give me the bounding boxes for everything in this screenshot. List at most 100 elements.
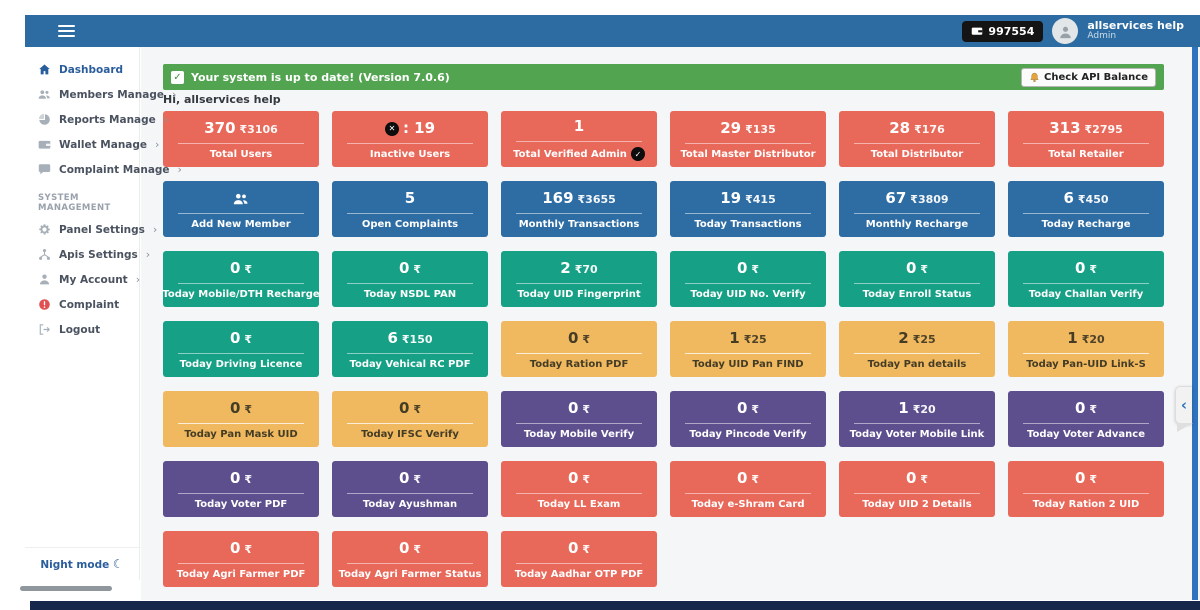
sidebar-item-dashboard[interactable]: Dashboard <box>25 57 139 82</box>
card-divider <box>515 492 643 494</box>
stat-card-label: Today UID 2 Details <box>862 498 972 510</box>
stat-card-today-mobile-verify[interactable]: 0 ₹ Today Mobile Verify <box>501 391 657 447</box>
stat-card-label: Total Distributor <box>870 148 964 160</box>
stat-card-today-recharge[interactable]: 6 ₹450 Today Recharge <box>1008 181 1164 237</box>
stat-card-today-uid-no-verify[interactable]: 0 ₹ Today UID No. Verify <box>670 251 826 307</box>
stat-card-value: 1 ₹25 <box>729 328 767 347</box>
stat-card-value: 1 ₹20 <box>1067 328 1105 347</box>
stat-card-label: Today Mobile Verify <box>523 428 635 440</box>
card-divider <box>177 142 305 144</box>
stat-card-value: ✕: 19 <box>384 119 435 139</box>
sidebar-item-wallet-manage[interactable]: Wallet Manage › <box>25 132 159 157</box>
sidebar-item-label: Panel Settings <box>59 223 145 236</box>
stat-card-today-voter-pdf[interactable]: 0 ₹ Today Voter PDF <box>163 461 319 517</box>
sidebar-item-reports-manage[interactable]: Reports Manage › <box>25 107 168 132</box>
stat-card-label: Today UID Pan FIND <box>692 358 804 370</box>
menu-toggle-button[interactable] <box>58 25 75 37</box>
stat-card-value: 0 ₹ <box>567 328 591 347</box>
stat-card-today-ration-2-uid[interactable]: 0 ₹ Today Ration 2 UID <box>1008 461 1164 517</box>
stat-card-today-e-shram-card[interactable]: 0 ₹ Today e-Shram Card <box>670 461 826 517</box>
stat-card-today-agri-farmer-status[interactable]: 0 ₹ Today Agri Farmer Status <box>332 531 488 587</box>
sidebar-item-complaint[interactable]: Complaint <box>25 292 139 317</box>
stat-card-label: Today NSDL PAN <box>363 288 457 300</box>
horizontal-scrollbar-thumb[interactable] <box>20 586 112 591</box>
night-mode-toggle[interactable]: Night mode ☾ <box>25 547 139 580</box>
card-divider <box>1022 492 1150 494</box>
wallet-balance-value: 997554 <box>988 24 1035 38</box>
right-panel-edge <box>1192 47 1198 600</box>
greeting-text: Hi, allservices help <box>163 93 281 106</box>
stat-card-today-ration-pdf[interactable]: 0 ₹ Today Ration PDF <box>501 321 657 377</box>
home-icon <box>38 63 51 76</box>
stat-card-total-verified-admin[interactable]: 1 Total Verified Admin ✓ <box>501 111 657 167</box>
stat-card-today-ifsc-verify[interactable]: 0 ₹ Today IFSC Verify <box>332 391 488 447</box>
stat-card-today-voter-mobile-link[interactable]: 1 ₹20 Today Voter Mobile Link <box>839 391 995 447</box>
warn-circle-icon <box>38 298 51 311</box>
stat-card-value: 0 ₹ <box>229 398 253 417</box>
stat-card-value: 0 ₹ <box>398 258 422 277</box>
stat-card-today-pan-uid-link-s[interactable]: 1 ₹20 Today Pan-UID Link-S <box>1008 321 1164 377</box>
stat-card-value: 1 ₹20 <box>898 398 936 417</box>
sidebar-item-logout[interactable]: Logout <box>25 317 139 342</box>
wallet-icon <box>971 25 983 37</box>
stat-card-inactive-users[interactable]: ✕: 19 Inactive Users <box>332 111 488 167</box>
stat-card-today-vehical-rc-pdf[interactable]: 6 ₹150 Today Vehical RC PDF <box>332 321 488 377</box>
card-divider <box>515 282 643 284</box>
stat-card-today-uid-2-details[interactable]: 0 ₹ Today UID 2 Details <box>839 461 995 517</box>
card-divider <box>853 212 981 214</box>
user-avatar[interactable] <box>1052 18 1079 44</box>
stat-card-today-nsdl-pan[interactable]: 0 ₹ Today NSDL PAN <box>332 251 488 307</box>
sidebar-item-my-account[interactable]: My Account › <box>25 267 140 292</box>
stat-card-total-distributor[interactable]: 28 ₹176 Total Distributor <box>839 111 995 167</box>
sidebar-nav: Dashboard Members Manage › Reports Manage › W… <box>25 47 182 580</box>
stat-card-label: Today Driving Licence <box>179 358 303 370</box>
stat-card-today-uid-pan-find[interactable]: 1 ₹25 Today UID Pan FIND <box>670 321 826 377</box>
card-divider <box>684 142 812 144</box>
stat-card-today-uid-fingerprint[interactable]: 2 ₹70 Today UID Fingerprint <box>501 251 657 307</box>
stat-card-value: 0 ₹ <box>229 468 253 487</box>
stat-card-today-enroll-status[interactable]: 0 ₹ Today Enroll Status <box>839 251 995 307</box>
sidebar-item-panel-settings[interactable]: Panel Settings › <box>25 217 157 242</box>
wallet-balance-badge[interactable]: 997554 <box>962 20 1044 42</box>
stat-card-label: Today Pan Mask UID <box>184 428 298 440</box>
stat-card-label: Today Vehical RC PDF <box>349 358 471 370</box>
stat-card-add-new-member[interactable]: Add New Member <box>163 181 319 237</box>
stat-card-today-transactions[interactable]: 19 ₹415 Today Transactions <box>670 181 826 237</box>
stat-card-label: Today UID No. Verify <box>690 288 806 300</box>
stat-card-total-users[interactable]: 370 ₹3106 Total Users <box>163 111 319 167</box>
check-circle-icon: ✓ <box>630 147 645 161</box>
stat-card-open-complaints[interactable]: 5 Open Complaints <box>332 181 488 237</box>
sidebar-item-apis-settings[interactable]: Apis Settings › <box>25 242 150 267</box>
stat-card-today-driving-licence[interactable]: 0 ₹ Today Driving Licence <box>163 321 319 377</box>
stat-card-today-agri-farmer-pdf[interactable]: 0 ₹ Today Agri Farmer PDF <box>163 531 319 587</box>
sidebar-item-members-manage[interactable]: Members Manage › <box>25 82 176 107</box>
stat-card-today-mobile-dth-recharge[interactable]: 0 ₹ Today Mobile/DTH Recharge <box>163 251 319 307</box>
stat-card-today-pan-mask-uid[interactable]: 0 ₹ Today Pan Mask UID <box>163 391 319 447</box>
stat-card-value: 0 ₹ <box>229 538 253 557</box>
stat-card-total-retailer[interactable]: 313 ₹2795 Total Retailer <box>1008 111 1164 167</box>
stat-card-label: Today IFSC Verify <box>361 428 459 440</box>
stat-card-label: Monthly Recharge <box>865 218 969 230</box>
stat-card-value: 19 ₹415 <box>720 188 776 207</box>
stat-card-today-challan-verify[interactable]: 0 ₹ Today Challan Verify <box>1008 251 1164 307</box>
card-divider <box>853 282 981 284</box>
stat-card-today-pan-details[interactable]: 2 ₹25 Today Pan details <box>839 321 995 377</box>
stat-card-total-master-distributor[interactable]: 29 ₹135 Total Master Distributor <box>670 111 826 167</box>
stat-card-today-pincode-verify[interactable]: 0 ₹ Today Pincode Verify <box>670 391 826 447</box>
stat-card-monthly-transactions[interactable]: 169 ₹3655 Monthly Transactions <box>501 181 657 237</box>
stat-card-monthly-recharge[interactable]: 67 ₹3809 Monthly Recharge <box>839 181 995 237</box>
card-divider <box>1022 352 1150 354</box>
stat-card-today-aadhar-otp-pdf[interactable]: 0 ₹ Today Aadhar OTP PDF <box>501 531 657 587</box>
user-meta[interactable]: allservices help Admin <box>1087 19 1184 42</box>
sidebar-item-complaint-manage[interactable]: Complaint Manage › <box>25 157 182 182</box>
stat-card-value: 0 ₹ <box>736 258 760 277</box>
stat-card-today-voter-advance[interactable]: 0 ₹ Today Voter Advance <box>1008 391 1164 447</box>
chevron-right-icon: › <box>152 223 158 236</box>
stat-card-today-ll-exam[interactable]: 0 ₹ Today LL Exam <box>501 461 657 517</box>
stat-card-label: Total Retailer <box>1048 148 1124 160</box>
stat-card-today-ayushman[interactable]: 0 ₹ Today Ayushman <box>332 461 488 517</box>
collapse-panel-tab[interactable]: ‹ <box>1175 386 1193 432</box>
stat-card-value: 2 ₹70 <box>560 258 598 277</box>
stat-card-label: Inactive Users <box>369 148 451 160</box>
check-api-balance-button[interactable]: Check API Balance <box>1021 67 1156 87</box>
